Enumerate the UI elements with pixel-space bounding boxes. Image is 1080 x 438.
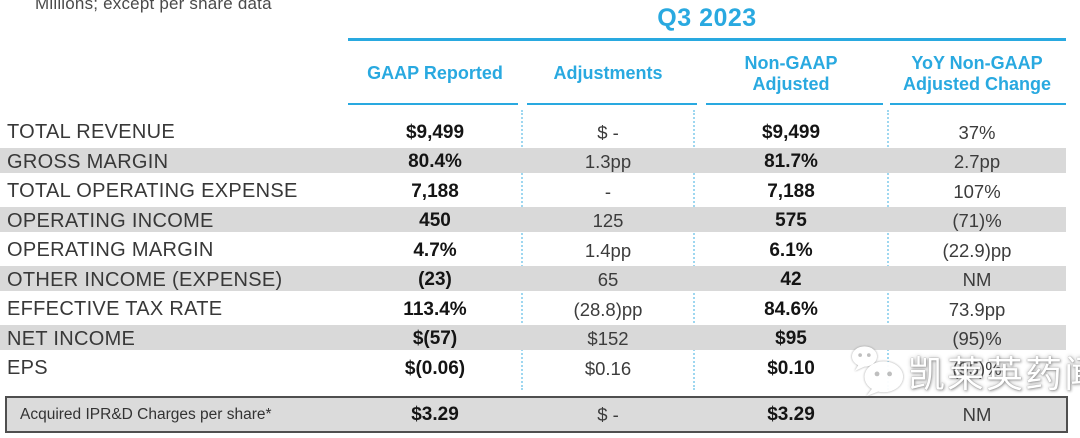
cell-non-gaap: 81.7%	[764, 151, 818, 173]
table-row: NET INCOME $(57) $152 $95 (95)%	[0, 324, 1066, 354]
row-label: NET INCOME	[7, 327, 136, 350]
cell-yoy: 73.9pp	[948, 298, 1006, 320]
cell-non-gaap: $0.10	[767, 357, 815, 379]
row-label: EFFECTIVE TAX RATE	[7, 298, 223, 321]
cell-yoy: 37%	[958, 121, 996, 143]
row-label: Acquired IPR&D Charges per share*	[20, 405, 272, 423]
cell-non-gaap: $95	[775, 328, 807, 350]
row-label: TOTAL REVENUE	[7, 121, 176, 144]
column-header-yoy-non-gaap-adjusted-change: YoY Non-GAAP Adjusted Change	[902, 52, 1051, 94]
cell-adjustments: 65	[597, 269, 619, 291]
cell-non-gaap: 7,188	[767, 180, 815, 202]
header-underline	[706, 103, 883, 105]
cell-non-gaap: 84.6%	[764, 298, 818, 320]
column-header-non-gaap-adjusted: Non-GAAP Adjusted	[744, 52, 838, 94]
table-row: TOTAL OPERATING EXPENSE 7,188 - 7,188 10…	[0, 177, 1066, 207]
cell-adjustments: 1.4pp	[584, 239, 632, 261]
header-underline	[348, 103, 518, 105]
cell-gaap: 80.4%	[408, 151, 462, 173]
period-title: Q3 2023	[657, 4, 757, 32]
column-header-adjustments: Adjustments	[553, 63, 663, 84]
cell-gaap: 4.7%	[413, 239, 457, 261]
row-label: EPS	[7, 357, 48, 380]
cell-adjustments: $ -	[597, 121, 619, 143]
cell-yoy: 2.7pp	[953, 151, 1001, 173]
cell-yoy: (22.9)pp	[942, 239, 1012, 261]
cell-adjustments: (28.8)pp	[573, 298, 643, 320]
cell-non-gaap: 575	[775, 210, 807, 232]
column-divider	[521, 110, 523, 390]
table-row: OPERATING INCOME 450 125 575 (71)%	[0, 206, 1066, 236]
cell-non-gaap: $9,499	[761, 121, 821, 143]
cell-yoy: (71)%	[952, 210, 1002, 232]
cell-gaap: 450	[419, 210, 451, 232]
cell-gaap: $(57)	[412, 328, 458, 350]
iprd-charges-row: Acquired IPR&D Charges per share* $3.29 …	[5, 396, 1068, 433]
column-divider	[693, 110, 695, 390]
row-label: GROSS MARGIN	[7, 150, 169, 173]
cell-adjustments: $0.16	[584, 357, 632, 379]
table-row: GROSS MARGIN 80.4% 1.3pp 81.7% 2.7pp	[0, 147, 1066, 177]
title-underline	[348, 38, 1066, 41]
cell-yoy: (95)%	[952, 357, 1002, 379]
cell-gaap: $(0.06)	[404, 357, 466, 379]
row-label: OPERATING INCOME	[7, 209, 214, 232]
cell-non-gaap: 6.1%	[769, 239, 813, 261]
table-row: EFFECTIVE TAX RATE 113.4% (28.8)pp 84.6%…	[0, 295, 1066, 325]
cell-gaap: $3.29	[411, 403, 459, 425]
cell-gaap: 7,188	[411, 180, 459, 202]
table-body: TOTAL REVENUE $9,499 $ - $9,499 37% GROS…	[0, 118, 1066, 384]
table-row: TOTAL REVENUE $9,499 $ - $9,499 37%	[0, 118, 1066, 148]
row-label: OTHER INCOME (EXPENSE)	[7, 268, 283, 291]
cell-gaap: (23)	[418, 269, 452, 291]
table-row: OTHER INCOME (EXPENSE) (23) 65 42 NM	[0, 265, 1066, 295]
table-row: EPS $(0.06) $0.16 $0.10 (95)%	[0, 354, 1066, 384]
cell-yoy: 107%	[953, 180, 1001, 202]
cell-gaap: $9,499	[405, 121, 465, 143]
row-label: TOTAL OPERATING EXPENSE	[7, 180, 298, 203]
cell-gaap: 113.4%	[403, 298, 467, 320]
row-label: OPERATING MARGIN	[7, 239, 214, 262]
units-note: Millions; except per share data	[35, 0, 272, 13]
header-underline	[527, 103, 697, 105]
cell-non-gaap: $3.29	[767, 403, 815, 425]
column-header-gaap-reported: GAAP Reported	[367, 63, 503, 84]
cell-adjustments: $ -	[597, 403, 619, 425]
cell-yoy: NM	[962, 269, 992, 291]
cell-adjustments: 1.3pp	[584, 151, 632, 173]
cell-adjustments: 125	[592, 210, 624, 232]
cell-non-gaap: 42	[780, 269, 802, 291]
header-underline	[890, 103, 1066, 105]
cell-yoy: NM	[962, 403, 992, 425]
table-row: OPERATING MARGIN 4.7% 1.4pp 6.1% (22.9)p…	[0, 236, 1066, 266]
cell-adjustments: -	[604, 180, 612, 202]
column-divider	[887, 110, 889, 390]
cell-adjustments: $152	[587, 328, 629, 350]
cell-yoy: (95)%	[952, 328, 1002, 350]
